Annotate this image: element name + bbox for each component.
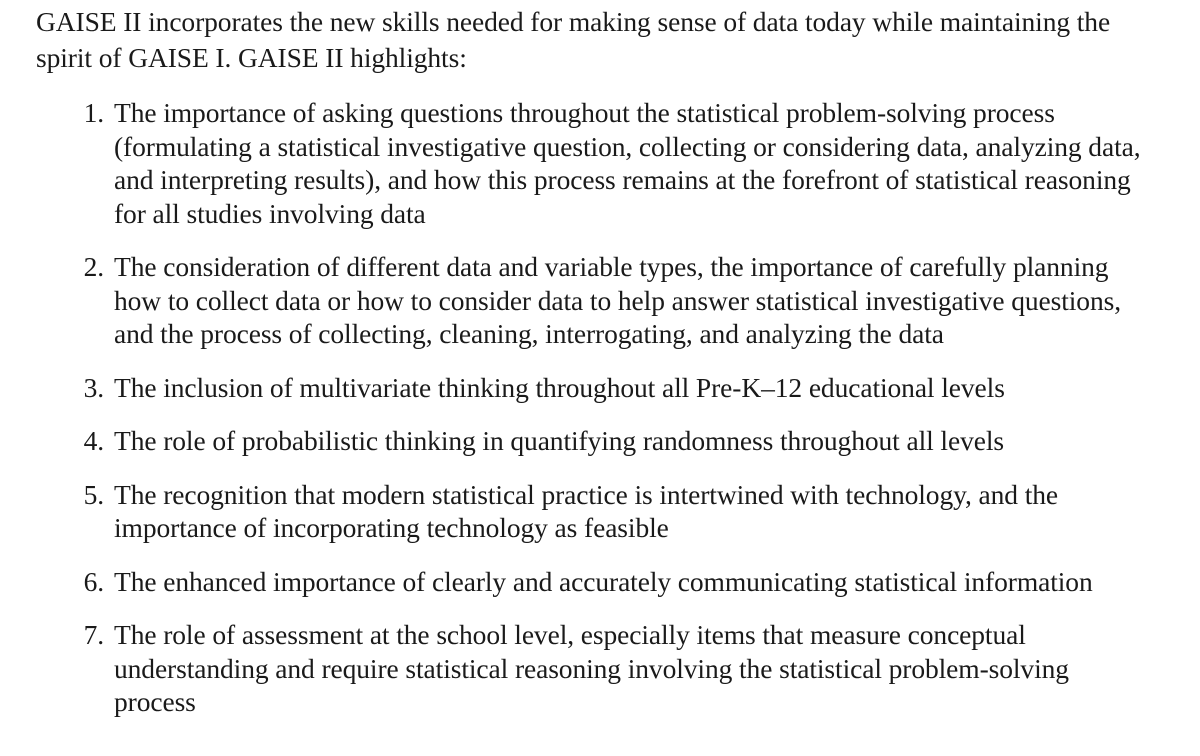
list-item: 6. The enhanced importance of clearly an…	[36, 565, 1166, 599]
list-item-text: The role of probabilistic thinking in qu…	[114, 425, 1004, 456]
list-item-number: 7.	[83, 619, 105, 650]
list-item: 2. The consideration of different data a…	[36, 250, 1166, 351]
intro-paragraph: GAISE II incorporates the new skills nee…	[36, 6, 1111, 73]
list-item: 1. The importance of asking questions th…	[36, 96, 1166, 230]
list-item: 3. The inclusion of multivariate thinkin…	[36, 371, 1166, 405]
list-item-number: 6.	[83, 565, 105, 597]
list-item-text: The role of assessment at the school lev…	[114, 619, 1069, 717]
list-item-text: The recognition that modern statistical …	[114, 478, 1058, 544]
list-item: 7. The role of assessment at the school …	[36, 618, 1166, 719]
list-item: 5. The recognition that modern statistic…	[36, 478, 1166, 545]
list-item-text: The inclusion of multivariate thinking t…	[114, 371, 1005, 403]
list-item-number: 2.	[83, 251, 105, 282]
list-item-text: The enhanced importance of clearly and a…	[114, 565, 1093, 597]
list-item-number: 3.	[83, 371, 105, 403]
list-item: 4. The role of probabilistic thinking in…	[36, 424, 1166, 458]
list-item-text: The consideration of different data and …	[114, 251, 1121, 349]
list-item-number: 4.	[83, 425, 105, 456]
list-item-number: 5.	[83, 478, 105, 510]
list-item-number: 1.	[83, 97, 105, 128]
list-item-text: The importance of asking questions throu…	[114, 97, 1141, 229]
highlights-list: 1. The importance of asking questions th…	[36, 96, 1166, 719]
